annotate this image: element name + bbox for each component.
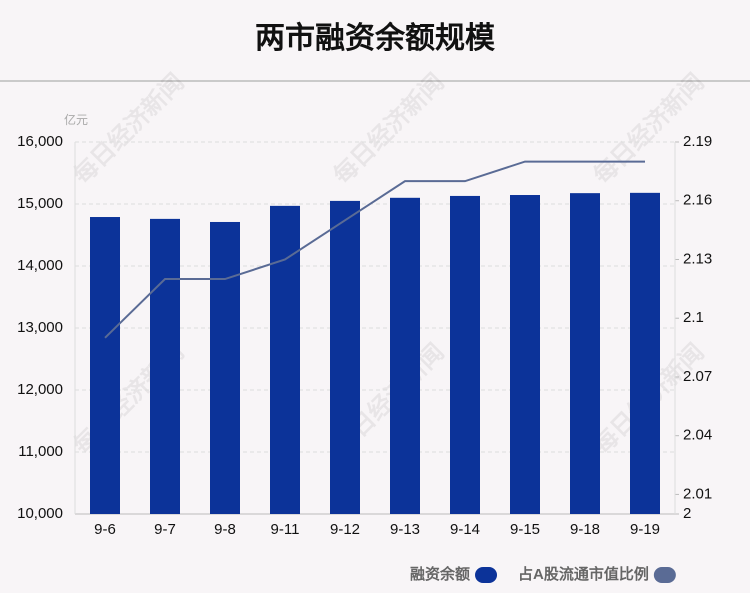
y-tick-label: 13,000 — [17, 319, 63, 336]
y2-tick-label: 2.19 — [683, 133, 712, 150]
y2-tick-label: 2.13 — [683, 250, 712, 267]
bar — [630, 192, 660, 514]
bar — [90, 217, 120, 514]
x-tick-label: 9-6 — [94, 521, 116, 538]
bar — [210, 221, 240, 515]
x-tick-label: 9-13 — [390, 521, 420, 538]
legend-swatch — [475, 567, 498, 583]
legend-label: 占A股流通市值比例 — [518, 565, 649, 583]
bar — [390, 197, 420, 515]
y2-tick-label: 2 — [683, 505, 691, 522]
x-tick-label: 9-19 — [630, 521, 660, 538]
x-tick-label: 9-15 — [510, 521, 540, 538]
y-tick-label: 10,000 — [17, 505, 63, 522]
y-tick-label: 12,000 — [17, 381, 63, 398]
bar — [510, 195, 540, 514]
bar — [330, 200, 360, 514]
x-tick-label: 9-7 — [154, 521, 176, 538]
y2-tick-label: 2.16 — [683, 192, 712, 209]
y2-tick-label: 2.01 — [683, 485, 712, 502]
y-tick-label: 14,000 — [17, 257, 63, 274]
x-tick-label: 9-11 — [271, 521, 300, 538]
chart-title: 两市融资余额规模 — [255, 21, 495, 55]
y2-tick-label: 2.04 — [683, 427, 712, 444]
y-tick-label: 11,000 — [18, 443, 63, 460]
y-axis-unit: 亿元 — [64, 112, 88, 127]
line — [104, 160, 645, 339]
x-tick-label: 9-8 — [214, 521, 236, 538]
y2-tick-label: 2.07 — [683, 368, 712, 385]
y-tick-label: 15,000 — [17, 195, 63, 212]
bar — [270, 205, 300, 515]
bar — [450, 195, 480, 514]
legend-label: 融资余额 — [410, 565, 470, 583]
legend-swatch — [653, 567, 676, 583]
bar — [570, 193, 600, 514]
x-tick-label: 9-12 — [330, 521, 360, 538]
y-tick-label: 16,000 — [17, 133, 63, 150]
y2-tick-label: 2.1 — [683, 309, 704, 326]
bar — [150, 218, 180, 514]
x-tick-label: 9-18 — [570, 521, 600, 538]
x-tick-label: 9-14 — [450, 521, 480, 538]
